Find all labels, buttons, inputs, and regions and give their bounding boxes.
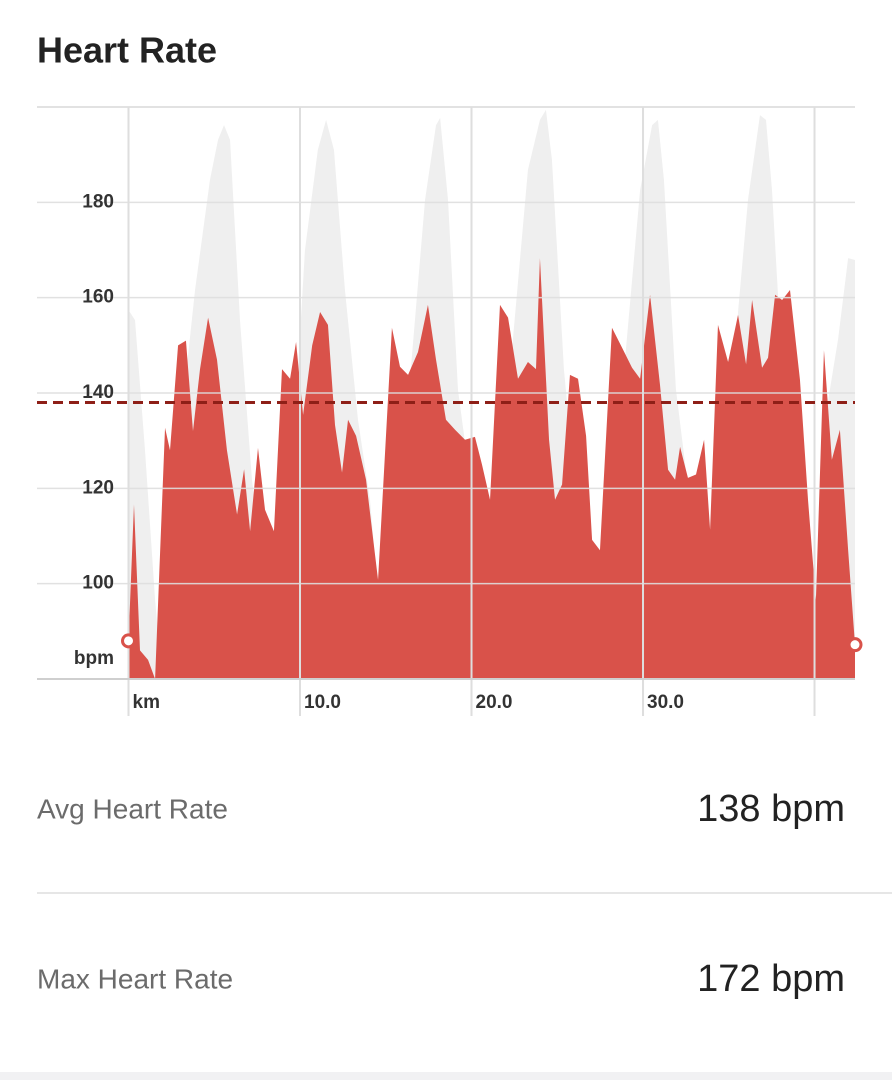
y-tick-label: 140	[82, 382, 114, 403]
stat-label: Max Heart Rate	[37, 963, 233, 994]
x-tick-label: 10.0	[304, 692, 341, 713]
x-tick-label: km	[133, 692, 160, 713]
stat-value: 138 bpm	[697, 788, 845, 830]
endpoint-marker	[847, 637, 863, 653]
plot-area	[128, 109, 855, 679]
x-tick-label: 20.0	[476, 692, 513, 713]
y-tick-label: 100	[82, 573, 114, 594]
x-tick-label: 30.0	[647, 692, 684, 713]
y-tick-label: 120	[82, 477, 114, 498]
hr-area	[128, 258, 855, 679]
stat-label: Avg Heart Rate	[37, 793, 228, 824]
y-tick-label: 160	[82, 287, 114, 308]
bottom-band	[0, 1072, 892, 1080]
stat-value: 172 bpm	[697, 958, 845, 1000]
y-axis-label: bpm	[74, 648, 114, 669]
chart-title: Heart Rate	[37, 30, 217, 71]
y-tick-label: 180	[82, 191, 114, 212]
endpoint-marker	[121, 633, 136, 649]
